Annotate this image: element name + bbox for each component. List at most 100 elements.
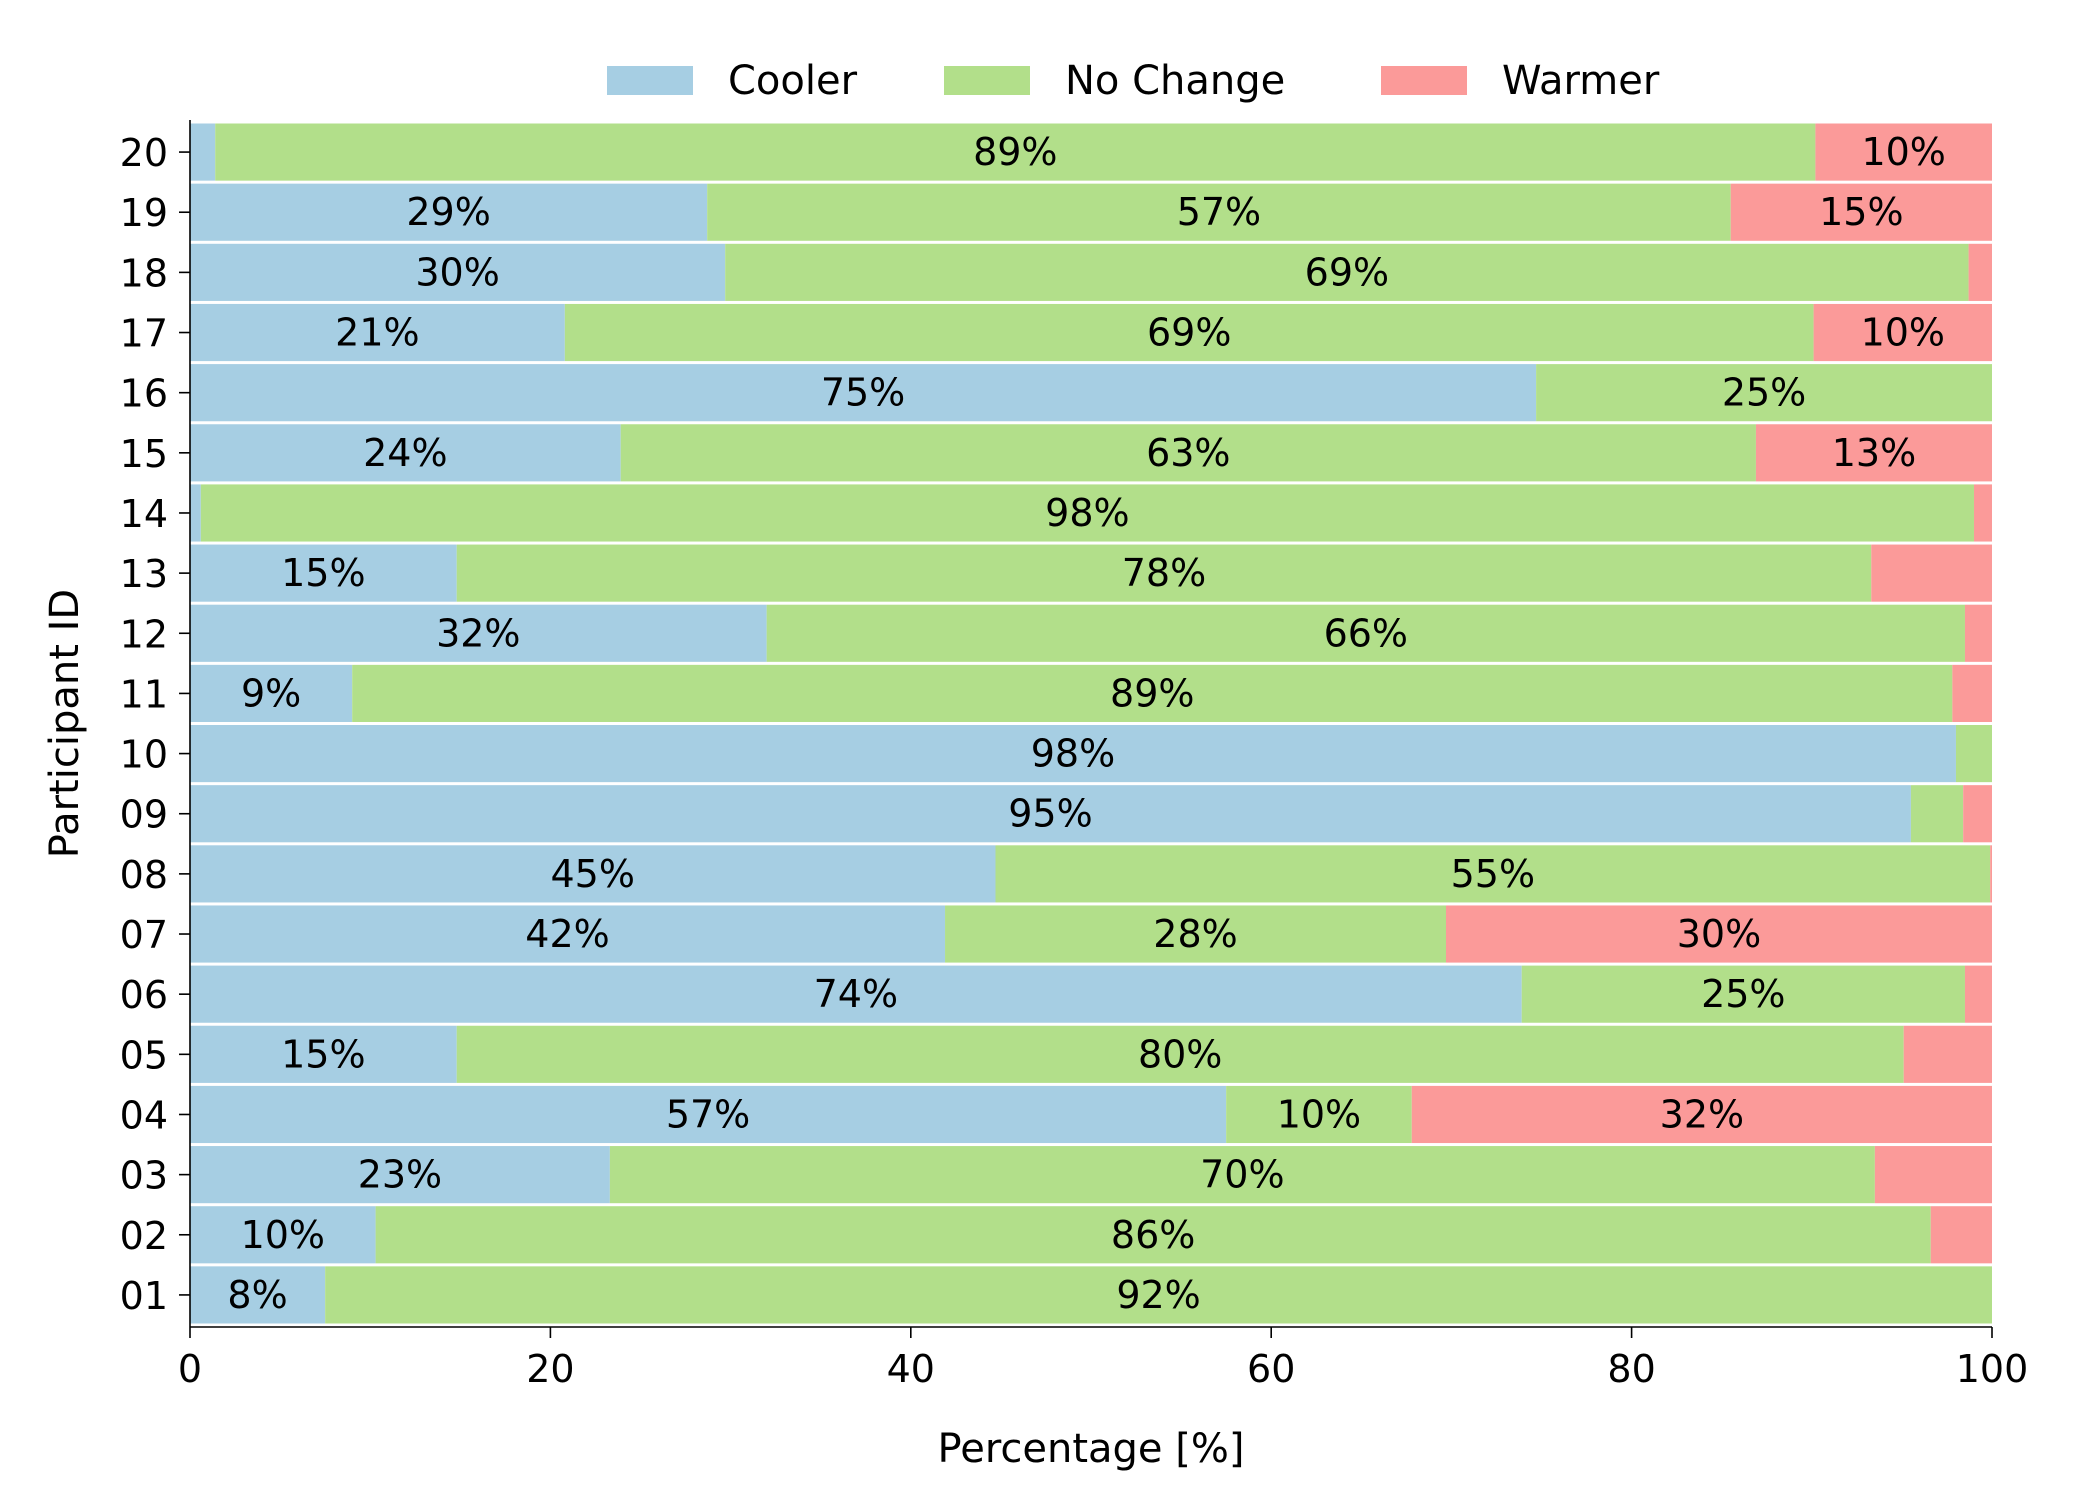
x-tick-label: 20 [526, 1347, 574, 1391]
bar-data-label: 15% [281, 1032, 365, 1076]
bar-data-label: 98% [1031, 732, 1115, 776]
bar-segment [190, 965, 1522, 1023]
y-tick-label: 20 [120, 131, 168, 175]
y-tick-label: 17 [120, 312, 168, 356]
bar-segment [190, 123, 216, 181]
bar-segment [620, 424, 1756, 482]
bar-data-label: 30% [415, 250, 499, 294]
bar-segment [190, 785, 1911, 843]
bars-group: 8% 92% 10% 86% 23% 70% 57% 10% 32% 15% 80% 74% 25% 42… [190, 123, 1992, 1324]
bar-data-label: 98% [1045, 491, 1129, 535]
bar-data-label: 24% [363, 431, 447, 475]
bar-segment [1755, 424, 1992, 482]
bar-data-label: 13% [1832, 431, 1916, 475]
legend-label: Cooler [728, 58, 858, 104]
bar-data-label: 10% [241, 1213, 325, 1257]
y-tick-label: 12 [120, 612, 168, 656]
y-tick-label: 19 [120, 191, 168, 235]
bar-segment [190, 1025, 457, 1083]
bar-segment [190, 183, 708, 241]
x-tick-label: 40 [887, 1347, 935, 1391]
bar-segment [1521, 965, 1965, 1023]
bar-segment [564, 303, 1814, 362]
bar-data-label: 95% [1008, 792, 1092, 836]
bar-data-label: 8% [227, 1273, 287, 1317]
chart-legend: Cooler No Change Warmer [607, 58, 1660, 104]
legend-swatch [1381, 66, 1467, 95]
bar-segment [190, 1206, 376, 1264]
bar-segment [325, 1266, 1992, 1324]
y-tick-label: 04 [120, 1093, 168, 1137]
y-axis-label: Participant ID [42, 589, 88, 858]
bar-segment [995, 845, 1991, 903]
bar-segment [190, 243, 726, 301]
y-tick-label: 01 [120, 1274, 168, 1318]
bar-data-label: 10% [1277, 1092, 1361, 1136]
bar-data-label: 42% [525, 912, 609, 956]
bar-segment [456, 1025, 1904, 1083]
y-tick-label: 18 [120, 251, 168, 295]
x-tick-label: 100 [1956, 1347, 2029, 1391]
y-tick-label: 10 [120, 733, 168, 777]
bar-segment [456, 544, 1872, 602]
bar-segment [1990, 845, 1992, 903]
bar-segment [1536, 364, 1992, 422]
bar-segment [190, 604, 767, 662]
x-axis-label: Percentage [%] [938, 1426, 1245, 1472]
bar-segment [190, 303, 565, 362]
bar-data-label: 10% [1861, 130, 1945, 174]
y-ticks: 01 02 03 04 05 06 07 08 09 10 11 12 13 14 15 16 17 18 19 20 [120, 131, 190, 1318]
bar-segment [1964, 604, 1992, 662]
bar-data-label: 15% [281, 551, 365, 595]
bar-segment [1963, 785, 1992, 843]
bar-segment [1973, 484, 1992, 542]
bar-segment [1730, 183, 1992, 241]
bar-data-label: 70% [1200, 1153, 1284, 1197]
bar-segment [215, 123, 1816, 181]
bar-data-label: 66% [1324, 611, 1408, 655]
bar-data-label: 69% [1305, 250, 1389, 294]
bar-segment [190, 364, 1537, 422]
bar-segment [707, 183, 1731, 241]
bar-data-label: 32% [1660, 1092, 1744, 1136]
bar-segment [190, 845, 996, 903]
bar-data-label: 89% [1110, 671, 1194, 715]
y-tick-label: 11 [120, 672, 168, 716]
y-tick-label: 16 [120, 372, 168, 416]
bar-data-label: 89% [973, 130, 1057, 174]
bar-segment [375, 1206, 1931, 1264]
bar-data-label: 10% [1861, 311, 1945, 355]
bar-data-label: 25% [1722, 371, 1806, 415]
y-tick-label: 06 [120, 973, 168, 1017]
bar-data-label: 15% [1819, 190, 1903, 234]
bar-segment [725, 243, 1969, 301]
x-tick-label: 0 [178, 1347, 202, 1391]
y-tick-label: 13 [120, 552, 168, 596]
y-tick-label: 05 [120, 1033, 168, 1077]
y-tick-label: 14 [120, 492, 168, 536]
bar-segment [1411, 1085, 1992, 1144]
y-tick-label: 08 [120, 853, 168, 897]
bar-segment [200, 484, 1974, 542]
bar-segment [609, 1146, 1875, 1204]
bar-segment [190, 664, 353, 722]
axes-group [189, 120, 1992, 1328]
bar-data-label: 86% [1111, 1213, 1195, 1257]
y-tick-label: 09 [120, 793, 168, 837]
bar-data-label: 30% [1677, 912, 1761, 956]
bar-data-label: 9% [241, 671, 301, 715]
bar-data-label: 63% [1146, 431, 1230, 475]
bar-segment [1815, 123, 1992, 181]
bar-segment [352, 664, 1953, 722]
legend-swatch [607, 66, 693, 95]
bar-data-label: 29% [406, 190, 490, 234]
bar-data-label: 57% [666, 1092, 750, 1136]
y-tick-label: 02 [120, 1214, 168, 1258]
bar-data-label: 74% [814, 972, 898, 1016]
x-ticks: 0 20 40 60 80 100 [178, 1327, 2028, 1391]
bar-data-label: 32% [436, 611, 520, 655]
bar-segment [945, 905, 1446, 963]
bar-data-label: 25% [1701, 972, 1785, 1016]
x-tick-label: 80 [1607, 1347, 1655, 1391]
